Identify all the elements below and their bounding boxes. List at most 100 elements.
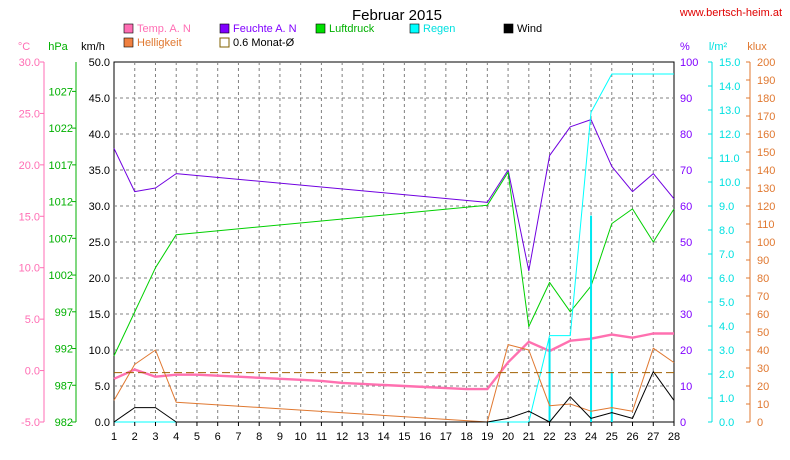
tick-label-rain: 5.0 [719,297,734,309]
tick-label-lux: 50 [757,327,769,339]
tick-label-press: 1022 [49,123,73,135]
tick-label-temp: 0.0 [25,366,40,378]
legend-swatch [503,23,514,34]
x-tick-label: 9 [277,431,283,443]
unit-label-rain: l/m² [709,41,728,53]
tick-label-temp: 30.0 [19,57,40,69]
tick-label-wind: 45.0 [89,93,110,105]
x-tick-label: 20 [502,431,514,443]
tick-label-wind: 30.0 [89,201,110,213]
legend: Temp. A. N Feuchte A. N Luftdruck Regen Wind… [123,23,542,49]
tick-label-lux: 120 [757,201,775,213]
tick-label-hum: 90 [680,93,692,105]
x-tick-label: 23 [564,431,576,443]
unit-label-press: hPa [48,41,68,53]
x-axis-ticks: 1 2 3 4 5 6 7 8 9 10 11 12 13 14 15 16 17 18 19 20 21 22 23 24 2… [111,422,680,443]
tick-label-lux: 170 [757,111,775,123]
tick-label-rain: 11.0 [719,153,740,165]
tick-label-rain: 6.0 [719,273,734,285]
source-link[interactable]: www.bertsch-heim.at [679,7,782,19]
legend-label: Wind [517,23,542,35]
tick-label-lux: 0 [757,417,763,429]
tick-label-press: 987 [55,380,73,392]
chart-title: Februar 2015 [352,7,442,24]
tick-label-hum: 30 [680,309,692,321]
tick-label-hum: 80 [680,129,692,141]
x-tick-label: 7 [235,431,241,443]
x-tick-label: 27 [647,431,659,443]
x-tick-label: 13 [357,431,369,443]
x-tick-label: 6 [215,431,221,443]
tick-label-press: 1002 [49,270,73,282]
tick-label-rain: 15.0 [719,57,740,69]
legend-label: Helligkeit [137,37,182,49]
tick-label-rain: 14.0 [719,81,740,93]
x-tick-label: 26 [626,431,638,443]
tick-label-lux: 40 [757,345,769,357]
tick-label-rain: 0.0 [719,417,734,429]
tick-label-wind: 15.0 [89,309,110,321]
tick-label-lux: 190 [757,75,775,87]
tick-label-lux: 10 [757,399,769,411]
unit-label-temp: °C [18,41,30,53]
tick-label-temp: 10.0 [19,263,40,275]
tick-label-temp: -5.0 [21,417,40,429]
x-tick-label: 10 [295,431,307,443]
tick-label-wind: 40.0 [89,129,110,141]
legend-label: Luftdruck [329,23,375,35]
tick-label-rain: 12.0 [719,129,740,141]
tick-label-rain: 4.0 [719,321,734,333]
tick-label-temp: 25.0 [19,108,40,120]
tick-label-press: 1007 [49,233,73,245]
legend-swatch [123,37,134,48]
x-tick-label: 8 [256,431,262,443]
tick-label-hum: 10 [680,381,692,393]
tick-label-rain: 9.0 [719,201,734,213]
tick-label-wind: 5.0 [95,381,110,393]
tick-label-lux: 180 [757,93,775,105]
tick-label-wind: 50.0 [89,57,110,69]
tick-label-hum: 70 [680,165,692,177]
x-tick-label: 22 [543,431,555,443]
legend-label: Temp. A. N [137,23,191,35]
x-tick-label: 25 [606,431,618,443]
tick-label-hum: 50 [680,237,692,249]
x-tick-label: 17 [440,431,452,443]
tick-label-lux: 140 [757,165,775,177]
x-tick-label: 18 [460,431,472,443]
legend-label: Regen [423,23,455,35]
tick-label-lux: 70 [757,291,769,303]
x-tick-label: 2 [132,431,138,443]
series-temp-a-n [113,332,674,391]
legend-swatch [123,23,134,34]
series-feuchte-a-n [113,119,675,272]
plot-area [113,73,675,423]
series-wind [113,371,675,423]
tick-label-press: 997 [55,307,73,319]
tick-label-lux: 80 [757,273,769,285]
series-helligkeit [113,344,675,423]
unit-label-hum: % [680,41,690,53]
tick-label-press: 992 [55,344,73,356]
tick-label-lux: 30 [757,363,769,375]
legend-swatch [409,23,420,34]
x-tick-label: 14 [378,431,390,443]
axes: 30.0 25.0 20.0 15.0 10.0 5.0 0.0 -5.0 1027 1022 10… [19,57,776,429]
series-regen [114,73,674,423]
tick-label-wind: 20.0 [89,273,110,285]
unit-label-lux: klux [747,41,767,53]
tick-label-lux: 200 [757,57,775,69]
tick-label-temp: 20.0 [19,160,40,172]
tick-label-lux: 150 [757,147,775,159]
legend-swatch [219,23,230,34]
tick-label-press: 1012 [49,197,73,209]
x-tick-label: 12 [336,431,348,443]
tick-label-hum: 20 [680,345,692,357]
x-tick-label: 1 [111,431,117,443]
tick-label-temp: 5.0 [25,314,40,326]
grid [113,61,675,423]
x-tick-label: 15 [398,431,410,443]
tick-label-rain: 2.0 [719,369,734,381]
tick-label-wind: 25.0 [89,237,110,249]
tick-label-press: 982 [55,417,73,429]
